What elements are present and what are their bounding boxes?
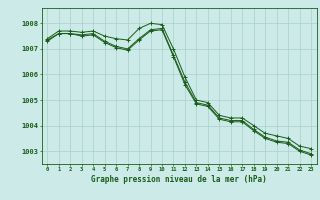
X-axis label: Graphe pression niveau de la mer (hPa): Graphe pression niveau de la mer (hPa) (91, 175, 267, 184)
